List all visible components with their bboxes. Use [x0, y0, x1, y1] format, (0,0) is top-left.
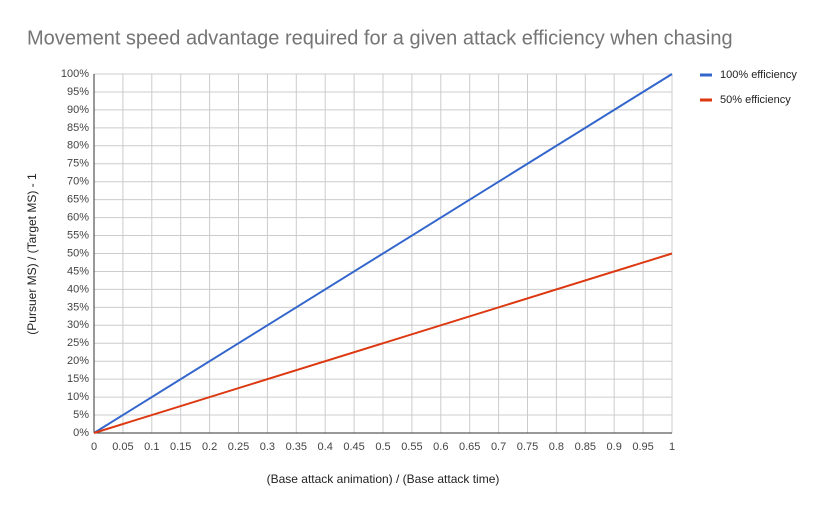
y-tick-label: 30% — [67, 319, 89, 331]
x-tick-label: 0.6 — [433, 441, 448, 453]
x-tick-label: 0.85 — [575, 441, 596, 453]
y-tick-label: 90% — [67, 104, 89, 116]
x-tick-label: 0.5 — [375, 441, 390, 453]
x-tick-label: 0.95 — [632, 441, 653, 453]
x-tick-label: 0.05 — [112, 441, 133, 453]
y-tick-label: 0% — [73, 427, 89, 439]
y-tick-label: 15% — [67, 373, 89, 385]
y-tick-label: 60% — [67, 212, 89, 224]
line-series — [93, 252, 673, 434]
y-tick-label: 50% — [67, 247, 89, 259]
y-tick-label: 80% — [67, 140, 89, 152]
y-tick-label: 25% — [67, 337, 89, 349]
y-axis-label: (Pursuer MS) / (Target MS) - 1 — [25, 173, 39, 335]
y-tick-label: 95% — [67, 86, 89, 98]
y-tick-label: 100% — [61, 68, 89, 80]
x-tick-label: 0.15 — [170, 441, 191, 453]
y-tick-label: 75% — [67, 158, 89, 170]
x-tick-label: 0.1 — [144, 441, 159, 453]
x-tick-label: 0.7 — [491, 441, 506, 453]
legend-label: 100% efficiency — [720, 69, 797, 81]
x-tick-label: 1 — [669, 441, 675, 453]
chart-title: Movement speed advantage required for a … — [27, 27, 733, 49]
x-tick-label: 0 — [91, 441, 97, 453]
x-tick-label: 0.3 — [260, 441, 275, 453]
x-tick-label: 0.4 — [318, 441, 333, 453]
x-tick-label: 0.35 — [286, 441, 307, 453]
x-tick-label: 0.8 — [549, 441, 564, 453]
y-tick-label: 85% — [67, 122, 89, 134]
y-tick-label: 45% — [67, 265, 89, 277]
x-tick-label: 0.25 — [228, 441, 249, 453]
y-tick-label: 70% — [67, 176, 89, 188]
y-tick-label: 55% — [67, 229, 89, 241]
line-series — [93, 73, 673, 434]
x-tick-label: 0.65 — [459, 441, 480, 453]
y-tick-label: 5% — [73, 409, 89, 421]
x-axis-label: (Base attack animation) / (Base attack t… — [267, 472, 500, 486]
x-tick-label: 0.45 — [343, 441, 364, 453]
y-tick-label: 20% — [67, 355, 89, 367]
legend-label: 50% efficiency — [720, 94, 791, 106]
x-tick-label: 0.75 — [517, 441, 538, 453]
y-tick-label: 35% — [67, 301, 89, 313]
x-tick-label: 0.9 — [607, 441, 622, 453]
y-tick-label: 65% — [67, 194, 89, 206]
y-tick-label: 10% — [67, 391, 89, 403]
x-tick-label: 0.55 — [401, 441, 422, 453]
y-tick-label: 40% — [67, 283, 89, 295]
x-tick-label: 0.2 — [202, 441, 217, 453]
